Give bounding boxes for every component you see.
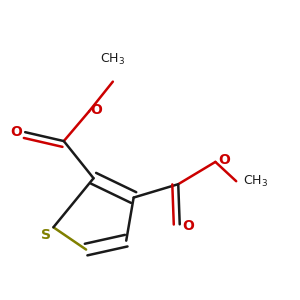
Text: O: O	[91, 103, 102, 117]
Text: CH$_3$: CH$_3$	[100, 52, 125, 67]
Text: O: O	[218, 153, 230, 167]
Text: O: O	[183, 219, 195, 233]
Text: CH$_3$: CH$_3$	[243, 174, 268, 189]
Text: S: S	[41, 228, 51, 242]
Text: O: O	[10, 125, 22, 139]
